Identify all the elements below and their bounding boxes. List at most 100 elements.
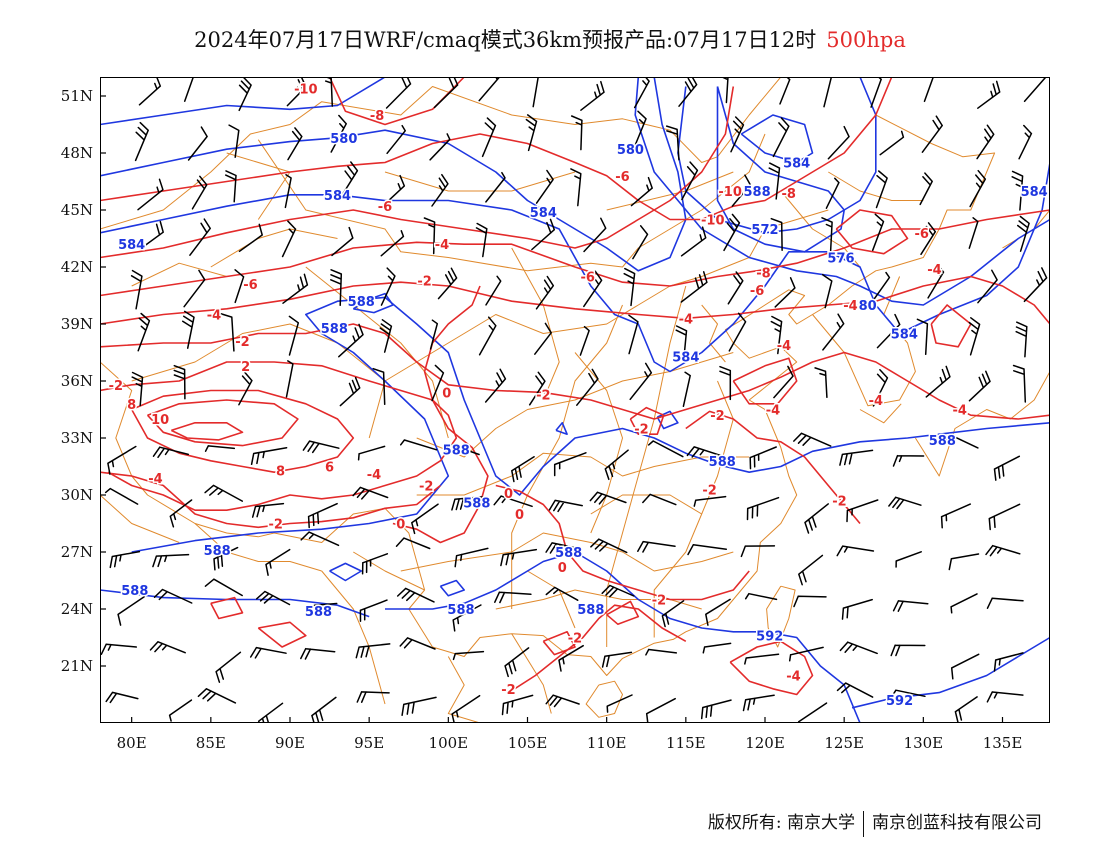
temperature-label: -4 (435, 238, 449, 253)
lon-tick-label: 125E (824, 734, 864, 752)
geopotential-isoline (677, 77, 877, 234)
boundary-line (100, 494, 180, 543)
wind-barb (993, 652, 1024, 672)
wind-barb (871, 271, 891, 303)
temperature-label: -4 (148, 472, 162, 487)
geopotential-label: 588 (929, 434, 956, 449)
wind-barb (590, 538, 628, 554)
wind-barb (228, 124, 240, 158)
temperature-label: -2 (832, 495, 846, 510)
wind-barb (137, 178, 164, 211)
temperature-label: -6 (378, 200, 392, 215)
wind-barb (395, 537, 431, 550)
lon-tick-label: 80E (117, 734, 147, 752)
wind-barb (139, 220, 164, 250)
wind-barb (632, 225, 649, 260)
temperature-label: -2 (536, 388, 550, 403)
temperature-isoline (257, 621, 307, 648)
wind-barb (169, 499, 193, 528)
geopotential-label: 584 (118, 238, 145, 253)
wind-barb (431, 364, 445, 402)
wind-barb (950, 593, 978, 614)
wind-barb (433, 77, 459, 109)
lat-tick-label: 51N (61, 87, 93, 105)
wind-barb (504, 647, 530, 678)
geopotential-label: 584 (530, 206, 557, 221)
wind-barb (879, 130, 905, 156)
wind-barb (100, 643, 138, 655)
wind-barb (744, 592, 778, 601)
geopotential-isoline (385, 551, 861, 723)
temperature-label: -10 (294, 82, 318, 97)
wind-barb (890, 644, 926, 657)
wind-barb (286, 77, 307, 107)
temperature-label: -2 (501, 683, 515, 698)
wind-barb (500, 548, 538, 567)
wind-barb (532, 77, 539, 108)
wind-barb (545, 542, 580, 554)
wind-barb (137, 312, 151, 352)
temperature-label: -4 (207, 309, 221, 324)
geopotential-label: 588 (577, 603, 604, 618)
wind-barb (968, 317, 981, 356)
temperature-label: -8 (782, 187, 796, 202)
temperature-label: -4 (679, 312, 693, 327)
temperature-label: -4 (953, 404, 967, 419)
boundary-line (567, 77, 996, 676)
wind-barb (839, 641, 878, 655)
wind-barb (570, 115, 583, 151)
temperature-label: -6 (750, 284, 764, 299)
geopotential-label: 572 (751, 223, 778, 238)
wind-barb (548, 499, 583, 513)
wind-barb (1018, 124, 1033, 160)
wind-barb (705, 598, 731, 626)
wind-barb (788, 646, 824, 662)
wind-barb (1015, 321, 1028, 358)
wind-barb (986, 691, 1024, 703)
wind-barb (281, 220, 297, 258)
lat-tick-label: 45N (61, 201, 93, 219)
wind-barb (774, 277, 796, 308)
wind-barb (675, 325, 688, 359)
wind-barb (284, 174, 292, 209)
wind-barb (773, 365, 794, 399)
wind-barb (338, 323, 364, 358)
temperature-isoline (930, 304, 972, 348)
wind-barb (770, 217, 783, 252)
wind-barb (827, 125, 850, 160)
temperature-isoline (629, 406, 665, 435)
geopotential-label: 584 (1021, 185, 1048, 200)
wind-barb (583, 217, 607, 253)
wind-barb (339, 376, 361, 407)
lat-tick-label: 21N (61, 657, 93, 675)
wind-barb (920, 222, 937, 256)
wind-barb (359, 599, 388, 623)
map-frame (100, 77, 1050, 723)
wind-barb (772, 117, 790, 158)
wind-barb (338, 161, 359, 200)
wind-barb (1012, 364, 1027, 403)
map-title: 2024年07月17日WRF/cmaq模式36km预报产品:07月17日12时 5… (0, 24, 1100, 54)
temperature-label: -2 (235, 335, 249, 350)
wind-barb (249, 646, 287, 659)
title-text: 2024年07月17日WRF/cmaq模式36km预报产品:07月17日12时 (194, 28, 817, 52)
wind-barb (545, 586, 579, 601)
boundary-line (400, 532, 734, 572)
copyright: 版权所有: 南京大学 南京创蓝科技有限公司 (708, 808, 1042, 837)
boundary-line (828, 171, 924, 201)
lon-tick-label: 110E (587, 734, 627, 752)
wind-barb (452, 650, 485, 661)
boundary-line (384, 209, 829, 382)
wind-barb (916, 318, 929, 356)
wind-barb (839, 449, 874, 466)
wind-barb (152, 553, 190, 568)
wind-barb (104, 487, 139, 505)
wind-barb (950, 653, 980, 680)
lat-tick-label: 42N (61, 258, 93, 276)
wind-barb (224, 170, 237, 203)
wind-barb (779, 77, 791, 105)
wind-barb (423, 217, 436, 255)
wind-barb (993, 455, 1021, 481)
wind-barb (105, 691, 139, 704)
wind-barb (740, 545, 776, 558)
